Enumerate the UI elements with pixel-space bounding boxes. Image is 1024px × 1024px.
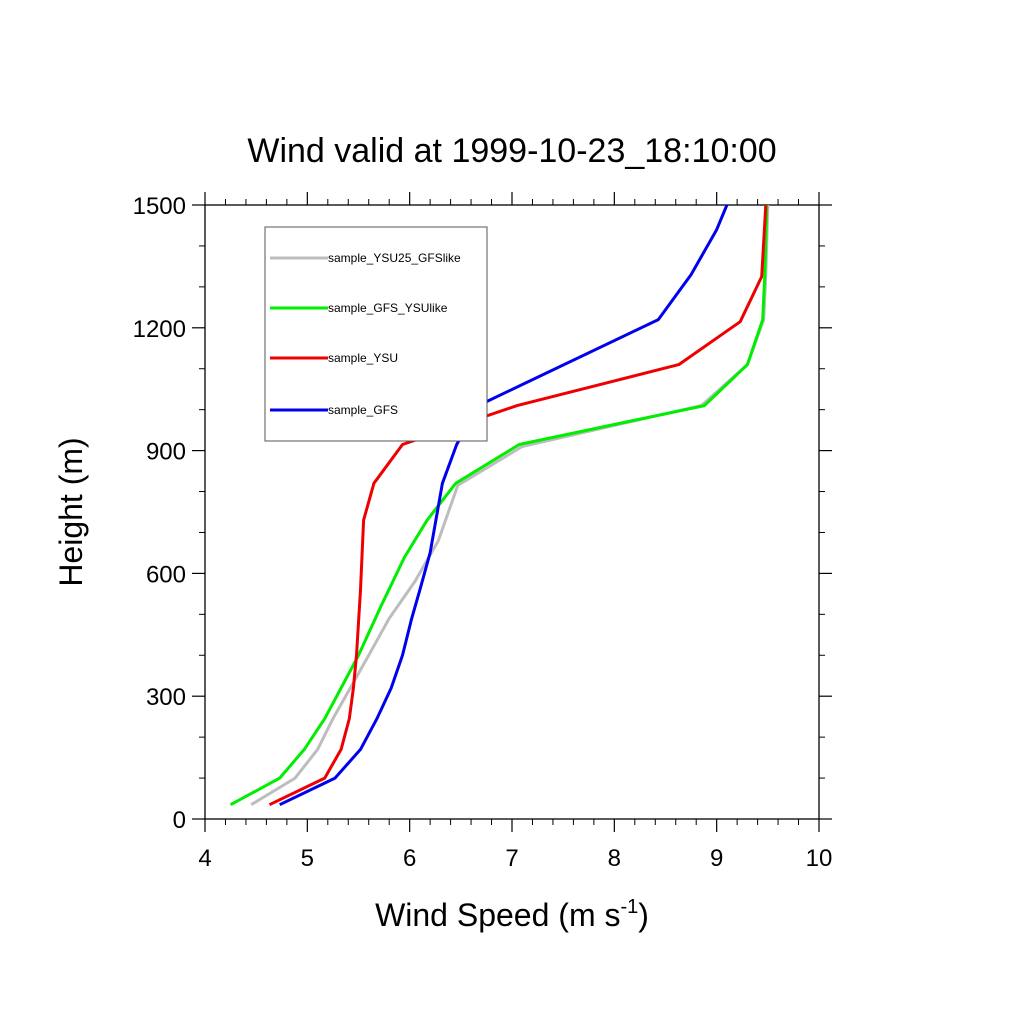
x-axis-label-superscript: -1 (620, 896, 638, 918)
axis-ticks (192, 192, 832, 832)
y-tick-label: 0 (173, 807, 186, 834)
legend: sample_YSU25_GFSlike sample_GFS_YSUlikesa… (264, 226, 488, 442)
x-tick-label: 9 (710, 845, 723, 872)
y-tick-label: 300 (146, 684, 186, 711)
y-tick-label: 600 (146, 561, 186, 588)
legend-box (264, 226, 488, 442)
axis-tick-labels: 4 5 6 7 8 9 10 0 300 600 900 1200 1500 (133, 193, 833, 872)
x-tick-label: 8 (608, 845, 621, 872)
x-axis-label-suffix: ) (638, 897, 649, 933)
x-tick-label: 10 (806, 845, 833, 872)
series-lines (229, 204, 770, 807)
chart-title: Wind valid at 1999-10-23_18:10:00 (247, 132, 776, 170)
y-axis-label: Height (m) (53, 437, 89, 586)
x-tick-label: 6 (403, 845, 416, 872)
y-tick-label: 1500 (133, 193, 186, 220)
x-tick-label: 4 (198, 845, 211, 872)
y-tick-label: 900 (146, 439, 186, 466)
series-line-3 (279, 204, 729, 807)
legend-label-0: sample_YSU25_GFSlike (328, 251, 461, 265)
x-tick-label: 7 (505, 845, 518, 872)
y-tick-label: 1200 (133, 316, 186, 343)
series-line-2 (268, 204, 768, 807)
legend-label-1: sample_GFS_YSUlike (328, 301, 448, 315)
legend-label-2: sample_YSU (328, 351, 398, 365)
series-line-1 (229, 204, 769, 807)
legend-label-3: sample_GFS (328, 403, 398, 417)
x-axis-label-text: Wind Speed (m s (375, 897, 620, 933)
x-axis-label: Wind Speed (m s-1) (375, 896, 649, 933)
x-tick-label: 5 (301, 845, 314, 872)
